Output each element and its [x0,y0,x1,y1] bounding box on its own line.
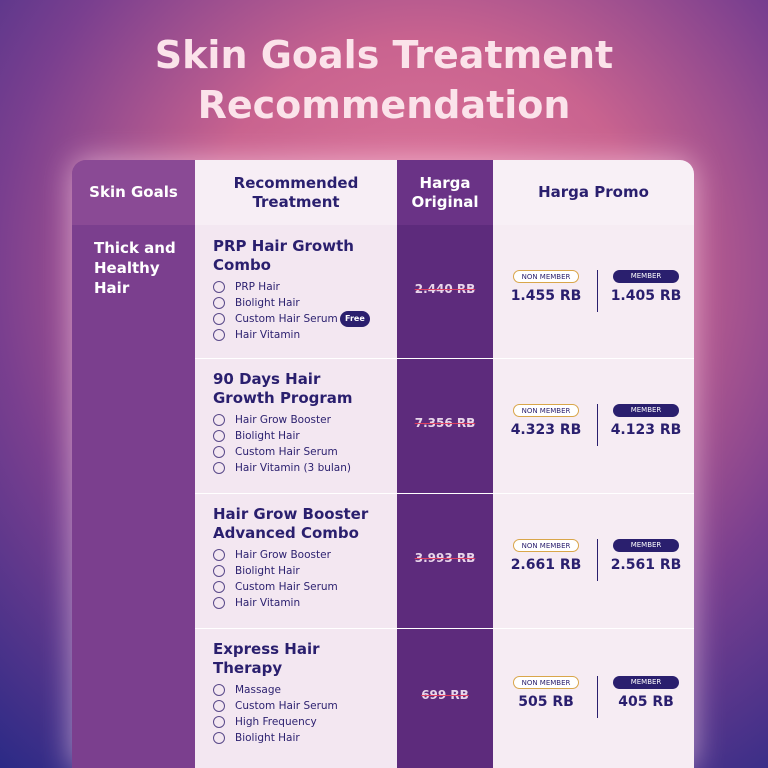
item-icon [213,281,225,293]
header-cell: Skin Goals [72,160,195,225]
item-icon [213,732,225,744]
member-badge: MEMBER [613,403,679,417]
item-icon [213,297,225,309]
non-member-badge: NON MEMBER [513,403,579,417]
price-divider [597,269,598,312]
free-badge: Free [340,311,370,327]
item-text: Hair Vitamin [235,329,301,341]
non-member-badge: NON MEMBER [513,676,579,689]
item-icon [213,597,225,609]
item-icon [213,430,225,442]
item-icon [213,329,225,341]
treatment-name: Express Hair Therapy [213,640,320,677]
item-text: Hair Grow Booster [235,549,331,561]
non-member-price: 2.661 RB [510,556,582,573]
original-price: 699 RB [421,688,469,702]
item-text: Custom Hair Serum [235,446,338,458]
row-divider [195,628,694,629]
item-text: PRP Hair [235,281,280,293]
item-text: Biolight Hair [235,732,300,744]
item-text: Biolight Hair [235,565,300,577]
item-text: Hair Grow Booster [235,414,331,426]
item-text: High Frequency [235,716,317,728]
member-badge: MEMBER [613,269,679,283]
skin-goal: Thick and Healthy Hair [94,239,176,297]
row-divider [195,493,694,494]
item-icon [213,414,225,426]
item-icon [213,549,225,561]
member-price: 4.123 RB [610,421,682,438]
header-cell: Harga Promo [493,160,694,225]
member-price: 405 RB [618,694,674,710]
member-badge: MEMBER [613,538,679,552]
column-bg [397,225,493,768]
item-text: Custom Hair Serum [235,581,338,593]
original-price: 7.356 RB [414,415,476,430]
item-text: Hair Vitamin (3 bulan) [235,462,351,474]
item-text: Massage [235,684,281,696]
item-text: Custom Hair Serum [235,313,338,325]
header-cell: Recommended Treatment [195,160,397,225]
item-text: Biolight Hair [235,430,300,442]
non-member-badge: NON MEMBER [513,538,579,552]
item-icon [213,700,225,712]
member-price: 2.561 RB [610,556,682,573]
table: Skin Goals Recommended Treatment Harga Ori… [72,160,694,768]
original-price: 2.440 RB [414,281,476,296]
item-text: Biolight Hair [235,297,300,309]
row-divider [195,358,694,359]
item-icon [213,581,225,593]
member-price: 1.405 RB [610,287,682,304]
item-icon [213,684,225,696]
item-icon [213,462,225,474]
column-bg [72,225,195,768]
treatment-name: Hair Grow Booster Advanced Combo [213,505,369,542]
treatment-name: 90 Days Hair Growth Program [213,370,353,407]
price-divider [597,676,598,718]
item-icon [213,446,225,458]
non-member-badge: NON MEMBER [513,269,579,283]
member-badge: MEMBER [613,676,679,689]
header-cell: Harga Original [397,160,493,225]
item-icon [213,565,225,577]
item-icon [213,716,225,728]
non-member-price: 4.323 RB [510,421,582,438]
non-member-price: 1.455 RB [510,287,582,304]
item-text: Custom Hair Serum [235,700,338,712]
price-divider [597,403,598,446]
treatment-name: PRP Hair Growth Combo [213,237,354,274]
original-price: 3.993 RB [414,550,476,565]
price-divider [597,538,598,581]
non-member-price: 505 RB [518,694,574,710]
title: Skin Goals Treatment Recommendation [154,33,614,127]
item-text: Hair Vitamin [235,597,301,609]
item-icon [213,313,225,325]
